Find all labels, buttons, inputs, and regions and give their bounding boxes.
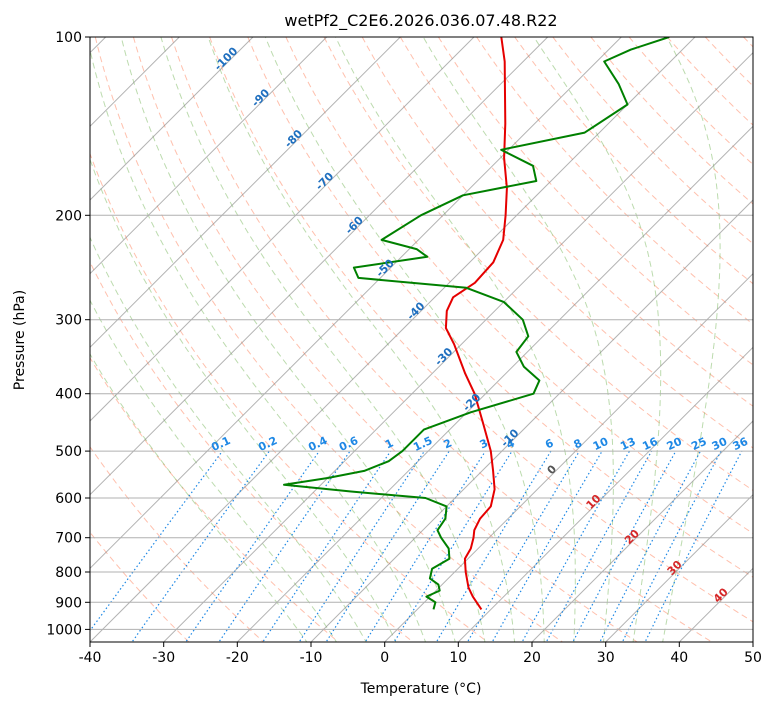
mixing-ratio-label: 13 bbox=[618, 435, 637, 453]
mixing-ratio-line bbox=[185, 450, 320, 642]
mixing-ratio-line bbox=[298, 450, 425, 642]
mixing-ratio-line bbox=[131, 450, 270, 642]
dry-adiabat bbox=[90, 531, 190, 642]
x-tick-label: 40 bbox=[670, 650, 688, 666]
mixing-ratio-label: 25 bbox=[689, 435, 708, 453]
y-tick-label: 100 bbox=[55, 30, 82, 46]
x-tick-label: -10 bbox=[300, 650, 323, 666]
x-tick-label: -40 bbox=[79, 650, 102, 666]
y-tick-label: 200 bbox=[55, 208, 82, 224]
y-tick-label: 500 bbox=[55, 444, 82, 460]
mixing-ratio-label: 30 bbox=[710, 435, 730, 453]
temperature-line bbox=[444, 37, 508, 610]
dry-adiabat bbox=[90, 446, 265, 642]
dry-adiabat bbox=[437, 37, 753, 366]
pressure-grid bbox=[90, 37, 753, 630]
dry-adiabat bbox=[90, 152, 489, 642]
isotherm bbox=[384, 272, 753, 642]
mixing-ratio-label: 20 bbox=[665, 435, 685, 453]
mixing-ratio-line bbox=[364, 450, 486, 642]
dry-adiabat bbox=[552, 37, 753, 245]
isotherm bbox=[236, 125, 753, 642]
y-tick-label: 600 bbox=[55, 491, 82, 507]
y-tick-label: 300 bbox=[55, 313, 82, 329]
dry-adiabat bbox=[514, 37, 753, 285]
x-axis: -40 -30 -20 -10 0 10 20 30 40 50 bbox=[79, 642, 762, 666]
dry-adiabat bbox=[132, 37, 639, 642]
isotherm bbox=[310, 199, 753, 642]
chart-title: wetPf2_C2E6.2026.036.07.48.R22 bbox=[284, 11, 557, 31]
isotherm bbox=[90, 37, 622, 570]
y-axis: 100 200 300 400 500 600 700 800 900 1000 bbox=[46, 30, 90, 638]
isotherm bbox=[605, 493, 753, 642]
mixing-ratio-line bbox=[325, 450, 450, 642]
isotherm bbox=[90, 37, 696, 642]
mixing-ratio-line bbox=[393, 450, 513, 642]
mixing-ratio-line bbox=[262, 450, 392, 642]
moist-adiabat bbox=[90, 158, 397, 642]
dry-adiabat bbox=[171, 37, 713, 642]
dry-adiabat bbox=[90, 356, 340, 642]
x-tick-label: -30 bbox=[152, 650, 175, 666]
mixing-ratio-label: 36 bbox=[731, 435, 751, 453]
x-tick-label: 30 bbox=[597, 650, 615, 666]
x-tick-label: 50 bbox=[744, 650, 762, 666]
plot-background bbox=[90, 37, 753, 642]
isotherm bbox=[90, 37, 549, 496]
mixing-ratio-line bbox=[599, 450, 702, 642]
moist-adiabat bbox=[90, 236, 367, 642]
y-axis-label: Pressure (hPa) bbox=[12, 290, 28, 390]
x-axis-label: Temperature (°C) bbox=[360, 681, 482, 697]
mixing-ratio-line bbox=[90, 450, 223, 632]
y-tick-label: 700 bbox=[55, 531, 82, 547]
x-tick-label: -20 bbox=[226, 650, 249, 666]
mixing-ratio-line bbox=[572, 450, 677, 642]
isotherm bbox=[531, 420, 753, 642]
y-tick-label: 800 bbox=[55, 565, 82, 581]
dry-adiabat bbox=[209, 37, 753, 623]
mixing-ratio-line bbox=[621, 450, 722, 642]
x-tick-label: 0 bbox=[380, 650, 389, 666]
x-tick-label: 10 bbox=[449, 650, 467, 666]
dry-adiabat bbox=[247, 37, 753, 578]
y-tick-label: 900 bbox=[55, 595, 82, 611]
y-tick-label: 400 bbox=[55, 387, 82, 403]
mixing-ratio-line bbox=[466, 450, 580, 642]
isotherm bbox=[90, 37, 254, 201]
x-tick-label: 20 bbox=[523, 650, 541, 666]
sounding-profiles bbox=[283, 37, 670, 610]
mixing-ratio-label: 10 bbox=[591, 435, 611, 453]
dewpoint-line bbox=[283, 37, 670, 610]
isotherm bbox=[163, 51, 753, 642]
mixing-ratio-label: 16 bbox=[640, 435, 660, 453]
mixing-ratio-line bbox=[218, 450, 351, 642]
isotherm bbox=[457, 346, 753, 642]
plot-frame bbox=[89, 36, 754, 643]
dry-adiabat bbox=[399, 37, 753, 407]
dry-adiabat bbox=[285, 37, 753, 535]
isotherm bbox=[90, 37, 475, 422]
isotherm bbox=[90, 37, 401, 349]
y-tick-label: 1000 bbox=[46, 622, 82, 638]
isotherm bbox=[90, 37, 328, 275]
